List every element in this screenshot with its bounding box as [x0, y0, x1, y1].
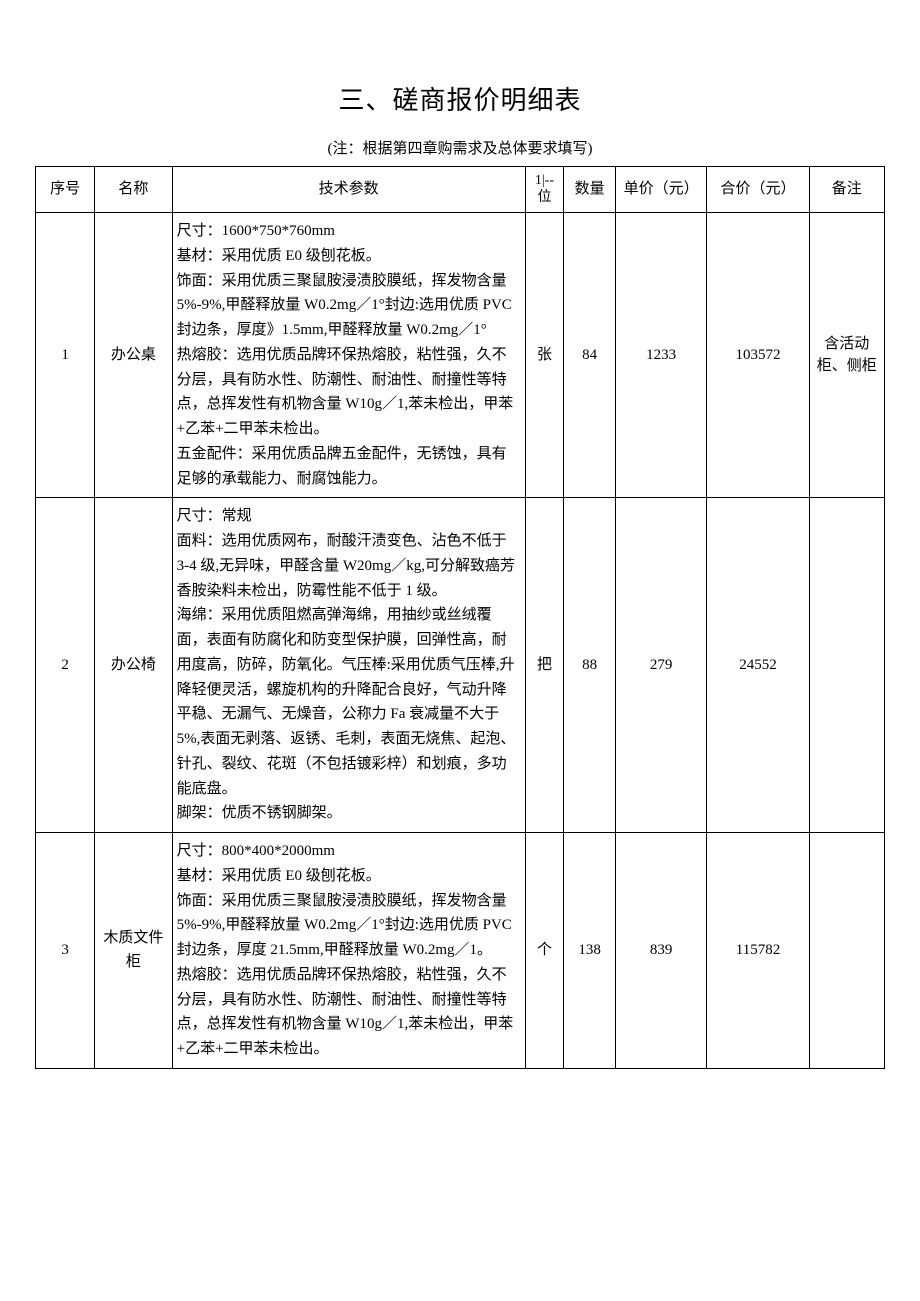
cell-unit: 把: [525, 498, 564, 833]
quotation-table: 序号 名称 技术参数 1|-- 位 数量 单价（元） 合价（元） 备注 1办公桌…: [35, 166, 885, 1069]
cell-total: 24552: [707, 498, 809, 833]
table-row: 1办公桌尺寸：1600*750*760mm基材：采用优质 E0 级刨花板。饰面：…: [36, 213, 885, 498]
cell-qty: 88: [564, 498, 616, 833]
cell-spec: 尺寸：常规面料：选用优质网布，耐酸汗渍变色、沾色不低于 3-4 级,无异味，甲醛…: [172, 498, 525, 833]
table-row: 3木质文件柜尺寸：800*400*2000mm基材：采用优质 E0 级刨花板。饰…: [36, 833, 885, 1069]
cell-name: 木质文件柜: [95, 833, 172, 1069]
cell-remark: 含活动柜、侧柜: [809, 213, 884, 498]
cell-spec: 尺寸：1600*750*760mm基材：采用优质 E0 级刨花板。饰面：采用优质…: [172, 213, 525, 498]
table-header-row: 序号 名称 技术参数 1|-- 位 数量 单价（元） 合价（元） 备注: [36, 167, 885, 213]
cell-qty: 138: [564, 833, 616, 1069]
cell-price: 839: [615, 833, 706, 1069]
header-unit-line2: 位: [537, 190, 551, 205]
header-seq: 序号: [36, 167, 95, 213]
header-qty: 数量: [564, 167, 616, 213]
cell-remark: [809, 498, 884, 833]
cell-seq: 3: [36, 833, 95, 1069]
cell-price: 279: [615, 498, 706, 833]
header-price: 单价（元）: [615, 167, 706, 213]
header-unit: 1|-- 位: [525, 167, 564, 213]
header-total: 合价（元）: [707, 167, 809, 213]
cell-name: 办公椅: [95, 498, 172, 833]
cell-seq: 1: [36, 213, 95, 498]
table-row: 2办公椅尺寸：常规面料：选用优质网布，耐酸汗渍变色、沾色不低于 3-4 级,无异…: [36, 498, 885, 833]
cell-seq: 2: [36, 498, 95, 833]
cell-total: 103572: [707, 213, 809, 498]
header-unit-line1: 1|--: [535, 173, 554, 188]
document-subtitle: (注：根据第四章购需求及总体要求填写): [35, 137, 885, 158]
header-remark: 备注: [809, 167, 884, 213]
header-spec: 技术参数: [172, 167, 525, 213]
cell-total: 115782: [707, 833, 809, 1069]
cell-spec: 尺寸：800*400*2000mm基材：采用优质 E0 级刨花板。饰面：采用优质…: [172, 833, 525, 1069]
cell-remark: [809, 833, 884, 1069]
cell-name: 办公桌: [95, 213, 172, 498]
cell-price: 1233: [615, 213, 706, 498]
document-title: 三、磋商报价明细表: [35, 80, 885, 117]
cell-unit: 个: [525, 833, 564, 1069]
header-name: 名称: [95, 167, 172, 213]
cell-qty: 84: [564, 213, 616, 498]
cell-unit: 张: [525, 213, 564, 498]
